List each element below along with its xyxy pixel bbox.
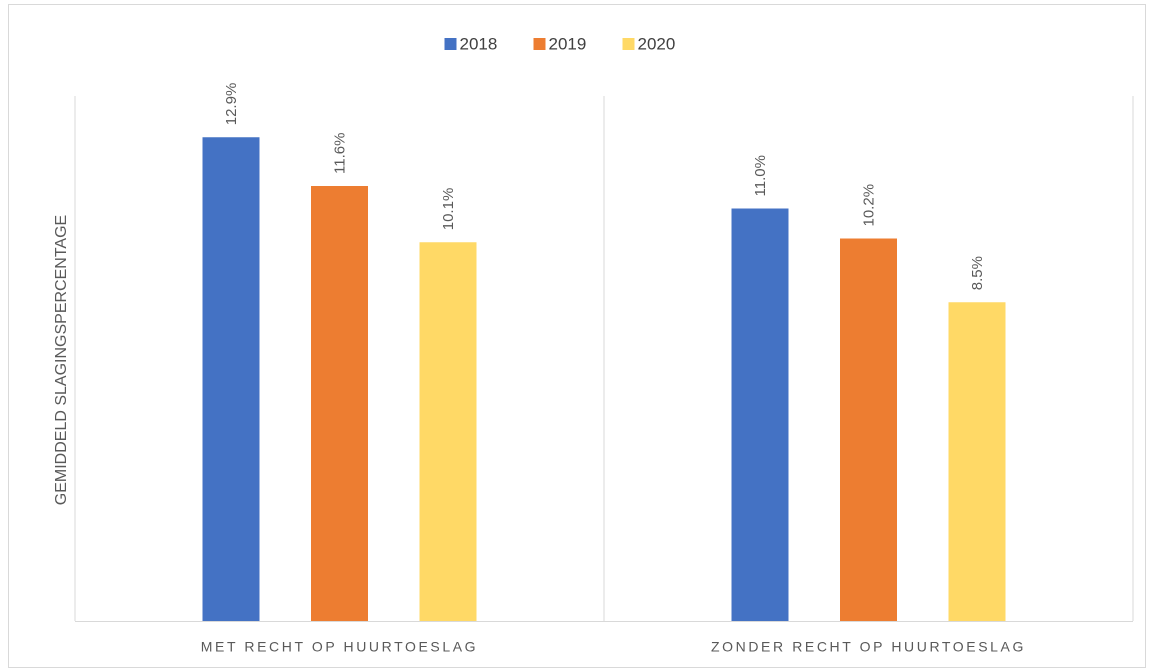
x-tick-label: MET RECHT OP HUURTOESLAG xyxy=(201,639,478,655)
bar xyxy=(840,238,897,621)
legend-swatch xyxy=(533,38,546,50)
legend-label: 2020 xyxy=(638,34,676,53)
legend-label: 2018 xyxy=(460,34,498,53)
data-label: 10.1% xyxy=(440,188,457,231)
data-label: 12.9% xyxy=(223,83,240,126)
data-label: 10.2% xyxy=(860,184,877,227)
y-axis-title: GEMIDDELD SLAGINGSPERCENTAGE xyxy=(53,215,70,505)
data-label: 11.6% xyxy=(331,133,348,174)
data-label: 11.0% xyxy=(752,155,769,196)
bar xyxy=(311,186,368,621)
legend-label: 2019 xyxy=(549,34,587,53)
bar xyxy=(419,242,477,621)
bar xyxy=(948,302,1006,621)
bar xyxy=(202,137,260,621)
legend-swatch xyxy=(622,38,635,50)
x-tick-label: ZONDER RECHT OP HUURTOESLAG xyxy=(711,639,1026,655)
bar xyxy=(731,208,789,621)
data-label: 8.5% xyxy=(969,256,986,290)
legend-swatch xyxy=(444,38,457,50)
